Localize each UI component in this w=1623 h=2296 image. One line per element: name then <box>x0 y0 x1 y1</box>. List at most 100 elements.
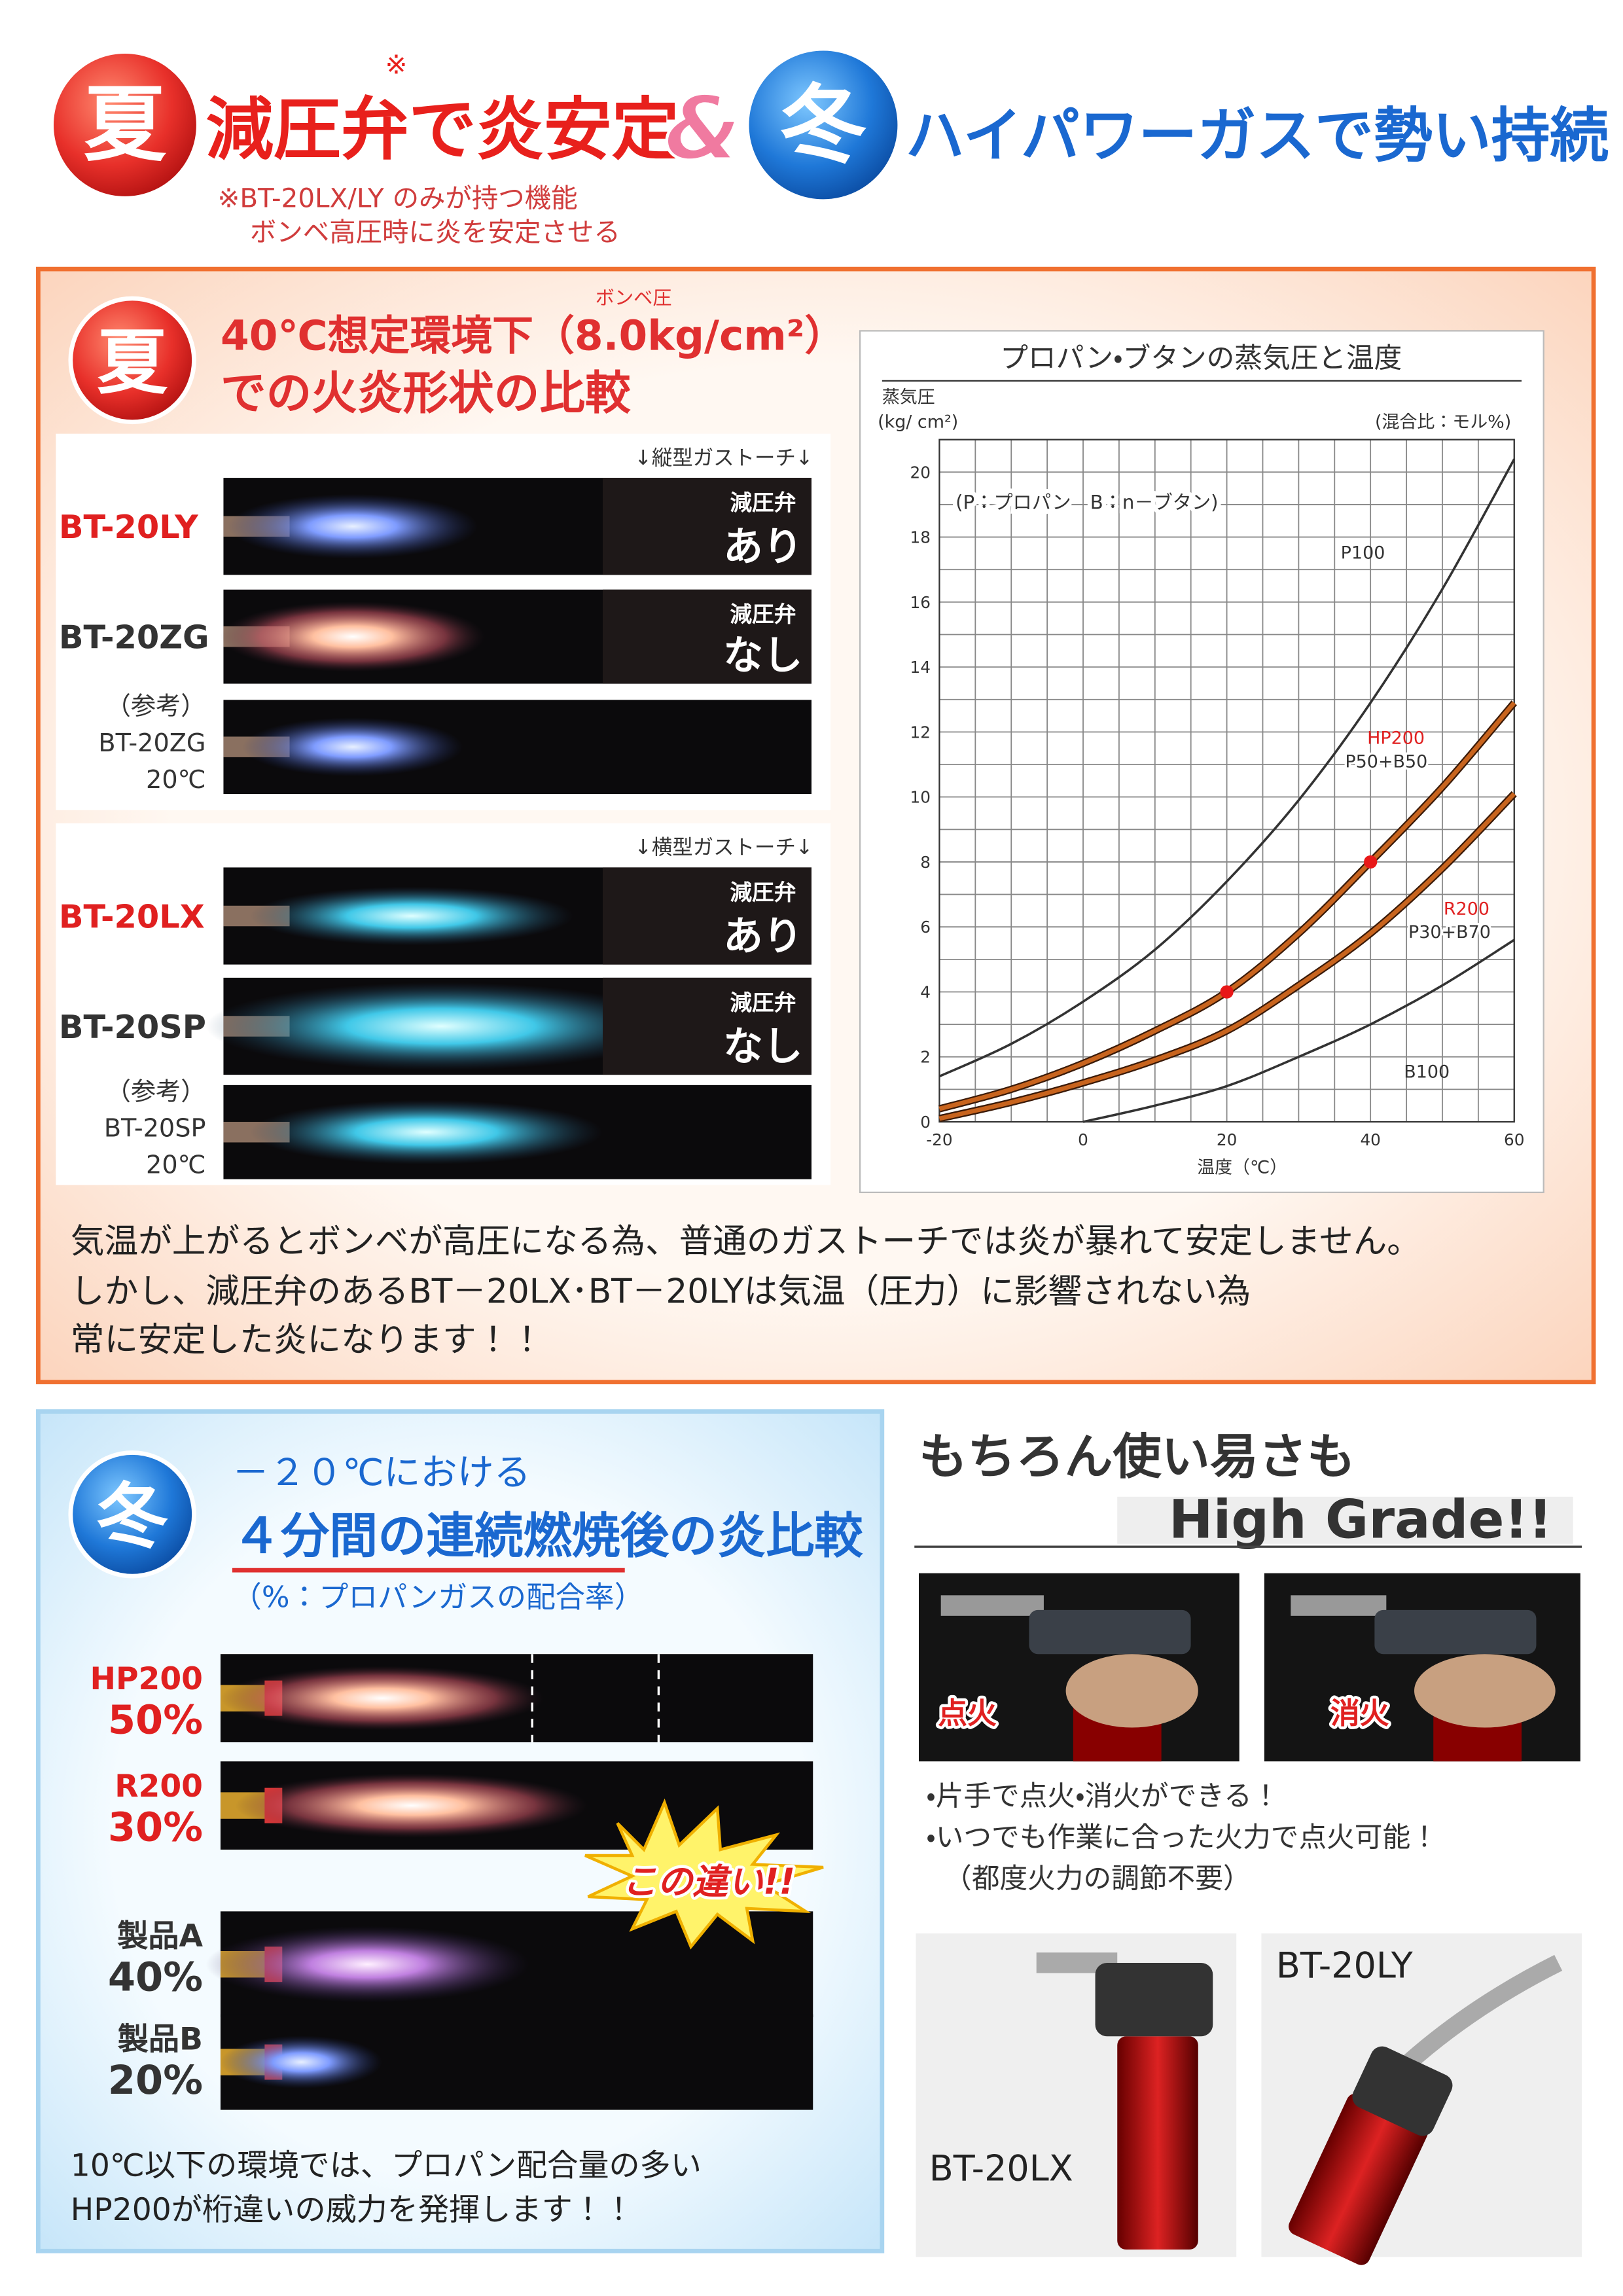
series-label: R200 <box>1444 899 1489 919</box>
reference-label: （参考） <box>106 692 206 721</box>
flame <box>249 886 574 946</box>
valve-state: あり <box>723 914 802 960</box>
photo-shape <box>1414 1654 1556 1728</box>
model-label: BT-20LX <box>59 897 205 935</box>
valve-state: なし <box>723 1024 802 1070</box>
highlight-point <box>1364 855 1378 869</box>
series-composition: P30+B70 <box>1408 922 1491 942</box>
photo-shape <box>940 1595 1044 1616</box>
row-label: R200 <box>115 1768 203 1804</box>
valve-label: 減圧弁 <box>730 880 796 905</box>
body-text: 常に安定した炎になります！！ <box>71 1320 544 1359</box>
summer-section-badge: 夏 <box>97 322 168 404</box>
photo-label: 消火 <box>1330 1696 1389 1731</box>
winter-badge-circle <box>744 46 902 204</box>
product-can <box>1289 2093 1429 2265</box>
reference-label: （参考） <box>106 1077 206 1106</box>
summer-badge: 夏 <box>84 77 167 173</box>
series-label: P100 <box>1341 543 1385 564</box>
row-label: 製品B <box>118 2022 203 2058</box>
y-tick-label: 2 <box>920 1048 931 1067</box>
y-tick-label: 12 <box>910 723 931 742</box>
series-composition: P50+B50 <box>1345 752 1427 772</box>
y-tick-label: 6 <box>920 918 931 937</box>
photo-shape <box>1029 1609 1191 1655</box>
group-caption: ↓縦型ガストーチ↓ <box>634 446 813 470</box>
summer-badge-circle <box>49 49 201 201</box>
highlight-point <box>1220 985 1234 999</box>
bullet: ・いつでも作業に合った火力で点火可能！ <box>926 1821 1438 1854</box>
winter-badge: 冬 <box>781 75 866 175</box>
product-shape <box>1095 1962 1213 2037</box>
y-tick-label: 20 <box>910 463 931 482</box>
model-label: BT-20ZG <box>59 619 209 656</box>
reference-label: BT-20SP <box>104 1114 206 1143</box>
flame <box>228 493 478 559</box>
burst-text: この違い!! <box>622 1861 795 1902</box>
reference-label: 20℃ <box>146 1151 205 1180</box>
photo-shape <box>1291 1595 1387 1616</box>
flame <box>220 2036 383 2089</box>
row-percent: 20% <box>108 2058 203 2104</box>
reference-label: 20℃ <box>146 766 205 795</box>
valve-box <box>603 589 812 684</box>
y-tick-label: 8 <box>920 853 931 872</box>
row-percent: 30% <box>108 1805 203 1851</box>
reference-label: BT-20ZG <box>98 729 205 758</box>
body-text: HP200が桁違いの威力を発揮します！！ <box>71 2192 634 2228</box>
summer-heading: 40℃想定環境下（8.0kg/cm²） <box>221 312 846 360</box>
summer-title: 減圧弁で炎安定 <box>205 91 679 170</box>
annotation: (P：プロパン B：n－ブタン) <box>955 491 1218 513</box>
row-label: HP200 <box>90 1661 203 1697</box>
row-percent: 40% <box>108 1955 203 2001</box>
body-text: 気温が上がるとボンベが高圧になる為、普通のガストーチでは炎が暴れて安定しません。 <box>71 1222 1421 1261</box>
chart-panel <box>859 330 1544 1193</box>
photo <box>918 1573 1240 1762</box>
note-line: ボンベ高圧時に炎を安定させる <box>250 216 620 247</box>
series-label: B100 <box>1404 1062 1450 1083</box>
y-tick-label: 16 <box>910 593 931 612</box>
series-line <box>938 458 1516 1078</box>
photo-shape <box>1374 1609 1537 1655</box>
bullet: ・片手で点火・消火ができる！ <box>926 1780 1279 1813</box>
winter-heading: （%：プロパンガスの配合率） <box>232 1579 644 1614</box>
flame <box>220 1666 544 1731</box>
photo-shape <box>1065 1654 1198 1728</box>
photo-label: 点火 <box>938 1696 997 1731</box>
summer-rows: 減圧弁ありBT-20LY減圧弁なしBT-20ZG（参考）BT-20ZG20℃減圧… <box>59 478 812 1180</box>
winter-section-badge: 冬 <box>97 1476 168 1558</box>
group-caption: ↓横型ガストーチ↓ <box>634 836 813 859</box>
model-label: BT-20SP <box>59 1008 206 1046</box>
flame <box>235 1773 588 1839</box>
note-mark: ※ <box>385 48 408 80</box>
valve-box <box>603 867 812 965</box>
y-tick-label: 18 <box>910 528 931 547</box>
valve-state: なし <box>723 633 802 679</box>
series-line <box>1082 939 1515 1123</box>
flame <box>205 982 677 1071</box>
x-tick-label: 40 <box>1360 1130 1380 1149</box>
winter-heading: －２０℃における <box>232 1452 531 1494</box>
series-label: HP200 <box>1367 728 1425 749</box>
x-tick-label: -20 <box>926 1130 952 1149</box>
winter-section-badge-circle <box>68 1450 196 1579</box>
summer-heading: での火炎形状の比較 <box>221 367 631 420</box>
y-axis-label: 蒸気圧 <box>882 387 935 408</box>
body-text: 10℃以下の環境では、プロパン配合量の多い <box>71 2148 702 2184</box>
bullet: （都度火力の調節不要） <box>944 1862 1251 1895</box>
valve-label: 減圧弁 <box>730 601 796 627</box>
features-heading: High Grade!! <box>1169 1490 1552 1551</box>
ratio-note: (混合比：モル%) <box>1375 412 1511 433</box>
series-line <box>938 701 1516 1111</box>
valve-box <box>603 478 812 575</box>
burst <box>584 1798 824 1950</box>
product-can <box>1117 2036 1198 2250</box>
note-line: ※BT-20LX/LY のみが持つ機能 <box>217 183 577 214</box>
flame <box>220 601 486 672</box>
body-text: しかし、減圧弁のあるBT－20LX･BT－20LYは気温（圧力）に影響されない為 <box>71 1272 1251 1311</box>
row-percent: 50% <box>108 1698 203 1744</box>
